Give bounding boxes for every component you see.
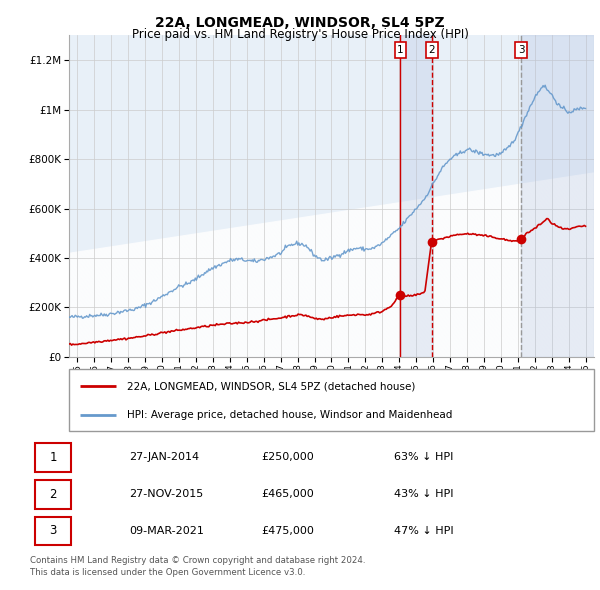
- Text: 09-MAR-2021: 09-MAR-2021: [129, 526, 204, 536]
- FancyBboxPatch shape: [35, 480, 71, 509]
- Text: 47% ↓ HPI: 47% ↓ HPI: [394, 526, 454, 536]
- Text: HPI: Average price, detached house, Windsor and Maidenhead: HPI: Average price, detached house, Wind…: [127, 410, 452, 420]
- Text: 22A, LONGMEAD, WINDSOR, SL4 5PZ (detached house): 22A, LONGMEAD, WINDSOR, SL4 5PZ (detache…: [127, 381, 415, 391]
- Text: 43% ↓ HPI: 43% ↓ HPI: [394, 489, 454, 499]
- Text: 63% ↓ HPI: 63% ↓ HPI: [394, 453, 453, 463]
- Text: 27-NOV-2015: 27-NOV-2015: [129, 489, 203, 499]
- Text: 2: 2: [49, 487, 57, 501]
- Text: 1: 1: [49, 451, 57, 464]
- Text: 27-JAN-2014: 27-JAN-2014: [129, 453, 199, 463]
- Text: 3: 3: [518, 45, 524, 55]
- Bar: [400, 35, 431, 357]
- Text: £250,000: £250,000: [262, 453, 314, 463]
- Text: 22A, LONGMEAD, WINDSOR, SL4 5PZ: 22A, LONGMEAD, WINDSOR, SL4 5PZ: [155, 16, 445, 30]
- Text: £475,000: £475,000: [262, 526, 314, 536]
- Text: 3: 3: [49, 525, 56, 537]
- Text: 2: 2: [428, 45, 435, 55]
- FancyBboxPatch shape: [35, 443, 71, 471]
- Text: Price paid vs. HM Land Registry's House Price Index (HPI): Price paid vs. HM Land Registry's House …: [131, 28, 469, 41]
- FancyBboxPatch shape: [35, 517, 71, 545]
- Bar: [521, 35, 594, 357]
- Text: This data is licensed under the Open Government Licence v3.0.: This data is licensed under the Open Gov…: [30, 568, 305, 577]
- Text: £465,000: £465,000: [262, 489, 314, 499]
- Text: 1: 1: [397, 45, 404, 55]
- Text: Contains HM Land Registry data © Crown copyright and database right 2024.: Contains HM Land Registry data © Crown c…: [30, 556, 365, 565]
